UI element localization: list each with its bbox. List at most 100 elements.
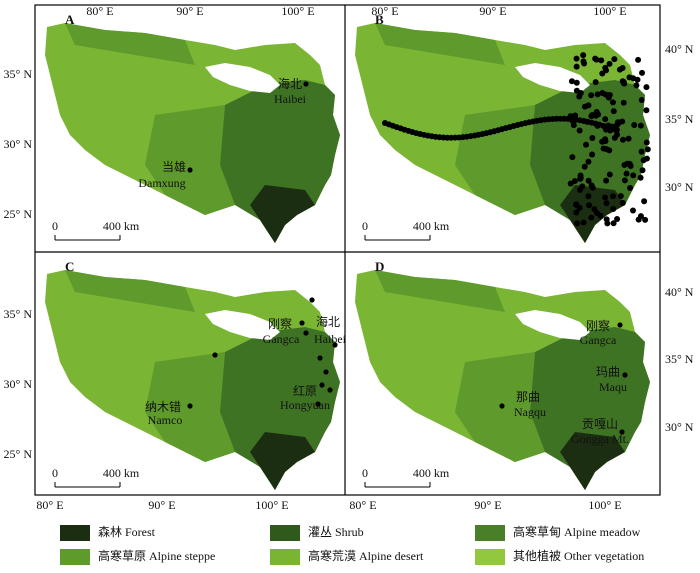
legend-swatch [270, 549, 300, 565]
tick-label: 30° N [4, 137, 33, 151]
point [624, 160, 631, 167]
site-marker [323, 369, 329, 375]
panel-label: C [65, 259, 74, 274]
point [633, 82, 640, 89]
point [637, 213, 644, 220]
point [621, 177, 628, 184]
point [611, 56, 618, 63]
scale-distance: 400 km [413, 219, 450, 233]
point [603, 200, 610, 207]
site-marker [187, 403, 193, 409]
point [584, 118, 591, 125]
point [637, 122, 644, 129]
site-marker [619, 429, 625, 435]
site-marker [319, 382, 325, 388]
point [581, 103, 588, 110]
site-name-zh: 刚察 [586, 319, 610, 333]
point [577, 172, 584, 179]
region [560, 432, 625, 490]
site-name-en: Haibei [314, 332, 347, 346]
site-name-en: Namco [148, 413, 183, 427]
point [610, 206, 617, 213]
point [605, 94, 612, 101]
legend-swatch [60, 525, 90, 541]
point [603, 146, 610, 153]
site-name-en: Gangca [263, 332, 300, 346]
tick-label: 35° N [4, 67, 33, 81]
point [613, 126, 620, 133]
legend-label: 高寒荒漠 Alpine desert [308, 548, 424, 563]
point [591, 206, 598, 213]
site-name-en: Gongga Mt. [571, 432, 629, 446]
point [599, 89, 606, 96]
scale-distance: 400 km [103, 466, 140, 480]
point [599, 70, 606, 77]
point [580, 58, 587, 65]
site-marker [317, 355, 323, 361]
point [613, 131, 620, 138]
point [638, 96, 645, 103]
site-name-en: Damxung [138, 176, 185, 190]
tick-label: 25° N [4, 447, 33, 461]
region [250, 432, 315, 490]
site-marker [309, 297, 315, 303]
scale-zero: 0 [362, 219, 368, 233]
points [382, 52, 651, 227]
panel-label: B [375, 12, 384, 27]
frame [34, 4, 661, 496]
site-marker [303, 81, 309, 87]
point [599, 138, 606, 145]
point [593, 109, 600, 116]
tick-label: 30° N [4, 377, 33, 391]
tick-label: 35° N [665, 352, 694, 366]
point [573, 55, 580, 62]
point [607, 127, 614, 134]
point [585, 158, 592, 165]
point [576, 127, 583, 134]
tick-label: 90° E [176, 4, 203, 18]
point [638, 148, 645, 155]
point [631, 122, 638, 129]
point [580, 52, 587, 59]
scale-zero: 0 [362, 466, 368, 480]
point [619, 199, 626, 206]
point [589, 111, 596, 118]
point [609, 193, 616, 200]
site-name-en: Nagqu [514, 405, 546, 419]
point [585, 193, 592, 200]
site-name-en: Haibei [274, 92, 307, 106]
tick-label: 80° E [36, 498, 63, 512]
lake [515, 310, 590, 340]
tick-label: 25° N [4, 207, 33, 221]
point [616, 66, 623, 73]
point [583, 141, 590, 148]
tick-label: 80° E [371, 4, 398, 18]
region [65, 23, 195, 65]
point [581, 163, 588, 170]
panel-label: D [375, 259, 384, 274]
point [620, 99, 627, 106]
point [569, 118, 576, 125]
lake [205, 310, 280, 340]
point [573, 79, 580, 86]
site-marker [617, 322, 623, 328]
legend-label: 灌丛 Shrub [308, 525, 364, 539]
point [606, 60, 613, 67]
tick-label: 80° E [349, 498, 376, 512]
scale-distance: 400 km [413, 466, 450, 480]
tick-label: 100° E [588, 498, 621, 512]
point [609, 99, 616, 106]
point [644, 146, 651, 153]
tick-label: 35° N [665, 112, 694, 126]
tick-label: 90° E [148, 498, 175, 512]
point [573, 63, 580, 70]
legend-swatch [475, 525, 505, 541]
point [643, 139, 650, 146]
region [145, 105, 235, 215]
point [594, 91, 601, 98]
site-name-zh: 那曲 [516, 390, 540, 404]
tick-label: 80° E [86, 4, 113, 18]
site-marker [327, 387, 333, 393]
site-marker [315, 401, 321, 407]
point [625, 135, 632, 142]
